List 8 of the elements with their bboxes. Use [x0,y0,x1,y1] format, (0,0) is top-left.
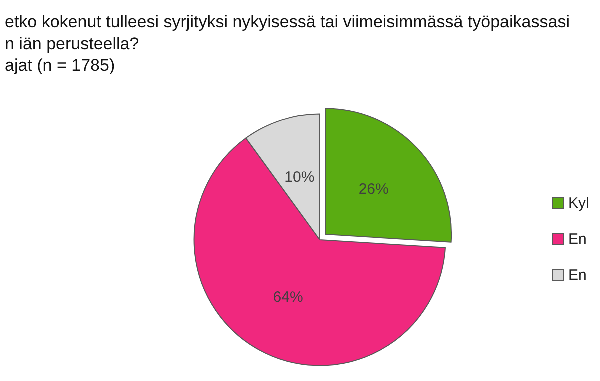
legend-label: Kyl [568,195,590,212]
data-label: 26% [358,180,389,198]
data-label: 64% [273,289,304,306]
legend-label: En [568,267,587,284]
chart-subtitle: ajat (n = 1785) [5,56,116,75]
legend-label: En [568,231,587,248]
chart-title: etko kokenut tulleesi syrjityksi nykyisessä tai viimeisimmässä työpaikassasi n iän perusteella? [5,12,570,54]
data-label: 10% [284,168,315,186]
